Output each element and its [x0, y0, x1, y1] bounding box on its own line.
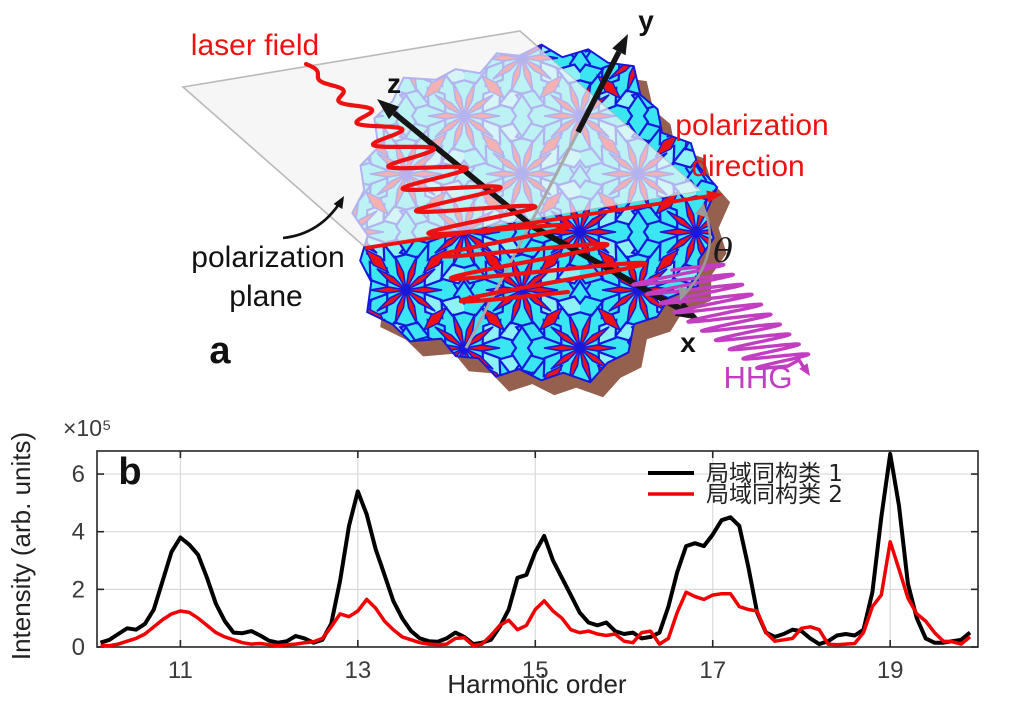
z-axis-label: z: [387, 68, 401, 99]
y-axis-exponent: ×10⁵: [63, 420, 112, 441]
y-axis-hidden-segment: [464, 131, 580, 349]
hhg-label: HHG: [724, 360, 793, 395]
plane-annotation-arrow-head: [333, 196, 344, 209]
hhg-wave: [631, 262, 811, 370]
z-axis-arrow-head: [377, 99, 400, 120]
y-tick-label: 2: [72, 576, 85, 603]
y-axis-arrow-shaft: [575, 50, 622, 134]
laser-field-wave: [303, 61, 647, 304]
theta-arc-head-bottom: [678, 286, 690, 301]
y-axis-label: y: [638, 5, 654, 36]
chart-line-2: [100, 540, 972, 648]
panel-b-letter: b: [118, 451, 141, 493]
polarization-direction-label-line2: direction: [691, 150, 804, 183]
theta-arc-head-top: [694, 203, 706, 217]
x-tick-label: 19: [877, 657, 904, 684]
axes-border: [96, 450, 979, 648]
theta-angle-arc: [680, 205, 712, 299]
panel-a-schematic: laser field z y x polarization direction…: [181, 5, 829, 398]
x-axis-title: Harmonic order: [447, 669, 627, 699]
hhg-arrow-head: [799, 363, 810, 376]
x-tick-label: 15: [522, 657, 549, 684]
polarization-direction-label-line1: polarization: [675, 109, 828, 142]
y-axis-arrow-head: [612, 34, 628, 56]
polarization-direction-arrow-head: [706, 190, 723, 203]
y-axis-title: Intensity (arb. units): [6, 432, 36, 660]
x-tick-label: 17: [699, 657, 726, 684]
legend-label-1: 局域同构类 1: [706, 461, 843, 487]
y-tick-label: 6: [72, 461, 85, 488]
polarization-plane-label-line1: polarization: [191, 241, 344, 274]
theta-angle-label: θ: [713, 231, 733, 270]
polarization-plane-label-line2: plane: [229, 280, 302, 313]
legend-label-2: 局域同构类 2: [706, 482, 843, 508]
y-tick-label: 4: [72, 519, 85, 546]
polarization-direction-arrow-shaft: [364, 194, 708, 250]
laser-field-label: laser field: [191, 29, 319, 62]
x-tick-label: 13: [344, 657, 371, 684]
y-tick-label: 0: [72, 634, 85, 661]
plane-annotation-arrow-curve: [282, 200, 343, 240]
panel-a-letter: a: [209, 330, 231, 372]
panel-a-drawing: [181, 30, 811, 398]
x-tick-label: 11: [168, 657, 193, 684]
x-axis-label: x: [680, 327, 696, 358]
